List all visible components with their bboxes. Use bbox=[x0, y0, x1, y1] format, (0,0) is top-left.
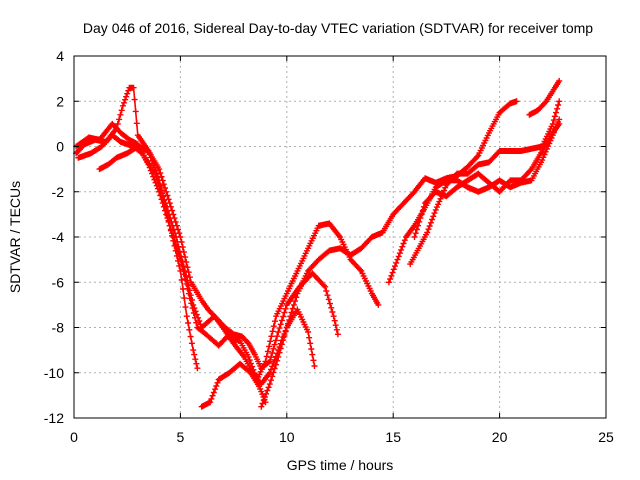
series-6 bbox=[258, 306, 318, 410]
y-tick-label: -10 bbox=[44, 365, 64, 381]
series-point-markers bbox=[96, 143, 341, 372]
series-1 bbox=[73, 84, 201, 372]
series-5 bbox=[198, 360, 269, 410]
y-tick-label: -4 bbox=[52, 229, 65, 245]
x-tick-label: 15 bbox=[385, 429, 401, 445]
series-line bbox=[75, 86, 199, 369]
x-axis-title: GPS time / hours bbox=[287, 457, 394, 473]
x-tick-label: 25 bbox=[598, 429, 614, 445]
series-point-markers bbox=[526, 77, 563, 118]
series-line bbox=[99, 145, 339, 369]
y-tick-label: 4 bbox=[56, 48, 64, 64]
y-tick-label: -12 bbox=[44, 410, 64, 426]
x-tick-label: 10 bbox=[279, 429, 295, 445]
y-tick-label: 0 bbox=[56, 139, 64, 155]
data-series bbox=[73, 77, 563, 410]
y-tick-label: -6 bbox=[52, 274, 65, 290]
series-4 bbox=[96, 143, 341, 372]
series-point-markers bbox=[411, 120, 563, 240]
series-point-markers bbox=[198, 360, 269, 410]
chart-title: Day 046 of 2016, Sidereal Day-to-day VTE… bbox=[83, 20, 593, 36]
y-tick-label: -8 bbox=[52, 320, 65, 336]
series-8 bbox=[407, 98, 563, 268]
x-tick-label: 0 bbox=[70, 429, 78, 445]
y-tick-label: -2 bbox=[52, 184, 65, 200]
x-tick-label: 5 bbox=[177, 429, 185, 445]
y-axis-title: SDTVAR / TECUs bbox=[7, 181, 23, 293]
y-tick-label: 2 bbox=[56, 93, 64, 109]
axis-ticks: 0 5 10 15 20 25 -12 -10 -8 -6 -4 -2 0 2 4 bbox=[44, 48, 614, 445]
series-9 bbox=[411, 120, 563, 240]
series-point-markers bbox=[258, 306, 318, 410]
series-point-markers bbox=[407, 98, 563, 268]
series-10 bbox=[526, 77, 563, 118]
x-tick-label: 20 bbox=[492, 429, 508, 445]
